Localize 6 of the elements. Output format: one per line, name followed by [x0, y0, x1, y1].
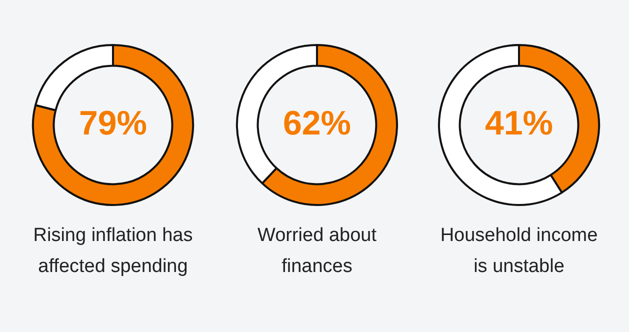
text: Household income is unstable [439, 224, 599, 279]
data-label: 62% [282, 104, 352, 142]
text: Worried about finances [256, 224, 378, 279]
text: Rising inflation has affected spending [33, 224, 193, 279]
data-label: 79% [78, 104, 148, 142]
data-label: 41% [484, 104, 554, 142]
